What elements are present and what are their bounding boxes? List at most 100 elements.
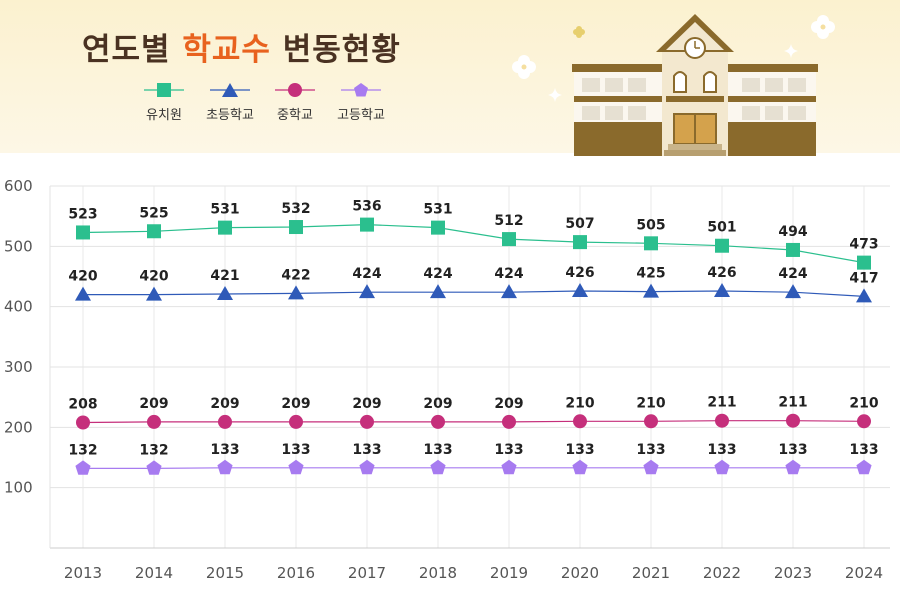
data-point-high [572, 459, 588, 475]
chart-grid [49, 185, 890, 549]
data-point-middle [857, 414, 871, 429]
series-line-high [83, 467, 864, 469]
pentagon-marker-icon [341, 83, 381, 97]
data-point-middle [289, 414, 303, 429]
data-point-high [75, 460, 91, 475]
x-tick-label: 2024 [845, 564, 883, 582]
x-tick-label: 2015 [206, 564, 244, 582]
data-point-middle [147, 414, 161, 429]
data-point-high [430, 459, 446, 475]
data-labels: 523 525 531 532 536 531 512 507 505 501 494 473 420 4… [68, 199, 878, 459]
data-point-high [146, 460, 162, 475]
sparkle-icon [512, 55, 536, 79]
legend-label-high: 고등학교 [337, 108, 385, 123]
data-point-middle [573, 414, 587, 429]
header-banner: 연도별 학교수 변동현황 유치원 초등학교 중학교 [0, 0, 900, 156]
chart-legend: 유치원 초등학교 중학교 고등학교 [140, 82, 410, 132]
sparkle-icon [548, 88, 562, 102]
data-label-high: 133 [849, 442, 878, 458]
data-point-elementary [359, 284, 375, 299]
data-label-high: 133 [210, 442, 239, 458]
data-label-elementary: 420 [139, 269, 168, 285]
school-building-icon [572, 14, 818, 156]
data-label-kindergarten: 536 [352, 199, 381, 215]
data-point-elementary [785, 284, 801, 299]
data-label-elementary: 424 [352, 266, 381, 282]
x-tick-label: 2021 [632, 564, 670, 582]
data-label-kindergarten: 512 [494, 213, 523, 229]
data-label-high: 133 [636, 442, 665, 458]
data-point-kindergarten [289, 220, 303, 235]
data-label-high: 133 [352, 442, 381, 458]
data-point-kindergarten [147, 224, 161, 239]
data-point-kindergarten [573, 235, 587, 250]
data-label-middle: 208 [68, 397, 97, 413]
data-point-middle [502, 414, 516, 429]
data-label-middle: 209 [210, 396, 239, 412]
title-suffix: 변동현황 [282, 32, 401, 68]
y-tick-label: 500 [4, 237, 33, 255]
data-point-kindergarten [644, 236, 658, 251]
data-label-high: 132 [139, 442, 168, 458]
x-tick-label: 2023 [774, 564, 812, 582]
data-label-middle: 210 [849, 395, 878, 411]
data-label-elementary: 426 [707, 265, 736, 281]
data-label-high: 133 [281, 442, 310, 458]
x-tick-label: 2022 [703, 564, 741, 582]
data-point-elementary [643, 283, 659, 298]
data-point-middle [644, 414, 658, 429]
title-prefix: 연도별 [82, 32, 171, 68]
x-tick-label: 2020 [561, 564, 599, 582]
data-point-middle [431, 414, 445, 429]
x-tick-label: 2017 [348, 564, 386, 582]
data-point-high [643, 459, 659, 475]
data-point-kindergarten [857, 255, 871, 270]
data-label-high: 132 [68, 442, 97, 458]
x-tick-label: 2013 [64, 564, 102, 582]
data-label-middle: 209 [281, 396, 310, 412]
legend-label-elementary: 초등학교 [206, 108, 254, 123]
line-chart: 523 525 531 532 536 531 512 507 505 501 494 473 420 4… [4, 177, 890, 582]
data-label-kindergarten: 531 [210, 202, 239, 218]
data-label-middle: 210 [636, 395, 665, 411]
data-label-elementary: 421 [210, 268, 239, 284]
title-accent: 학교수 [182, 32, 271, 68]
data-label-kindergarten: 507 [565, 216, 594, 232]
axis-tick-labels: 600 500 400 300 200 100 2013 2014 2015 2016 2017 20… [4, 177, 883, 582]
data-point-kindergarten [360, 217, 374, 232]
data-label-high: 133 [778, 442, 807, 458]
data-label-high: 133 [423, 442, 452, 458]
data-label-kindergarten: 523 [68, 206, 97, 222]
data-point-elementary [856, 288, 872, 303]
data-point-elementary [75, 286, 91, 301]
data-point-elementary [572, 282, 588, 297]
series-line-elementary [83, 290, 865, 297]
data-point-elementary [501, 284, 517, 299]
data-point-kindergarten [218, 220, 232, 235]
data-point-middle [76, 415, 90, 430]
data-point-elementary [430, 284, 446, 299]
data-label-middle: 210 [565, 395, 594, 411]
legend-item-high: 고등학교 [332, 82, 390, 123]
data-label-middle: 211 [778, 395, 807, 411]
data-point-elementary [217, 285, 233, 300]
triangle-marker-icon [210, 83, 250, 97]
data-label-elementary: 425 [636, 266, 665, 282]
y-tick-label: 400 [4, 298, 33, 316]
data-label-kindergarten: 494 [778, 224, 807, 240]
data-point-elementary [714, 282, 730, 297]
data-label-kindergarten: 525 [139, 205, 168, 221]
legend-item-middle: 중학교 [270, 82, 320, 123]
y-tick-label: 100 [4, 479, 33, 497]
series-markers [75, 217, 872, 475]
data-label-middle: 209 [352, 396, 381, 412]
data-label-elementary: 424 [494, 266, 523, 282]
page-title: 연도별 학교수 변동현황 [82, 24, 401, 69]
data-label-middle: 209 [139, 396, 168, 412]
sparkle-icon [784, 44, 798, 58]
data-point-high [714, 459, 730, 475]
data-label-middle: 209 [494, 396, 523, 412]
data-point-high [856, 459, 872, 475]
circle-marker-icon [275, 83, 315, 97]
x-tick-label: 2016 [277, 564, 315, 582]
